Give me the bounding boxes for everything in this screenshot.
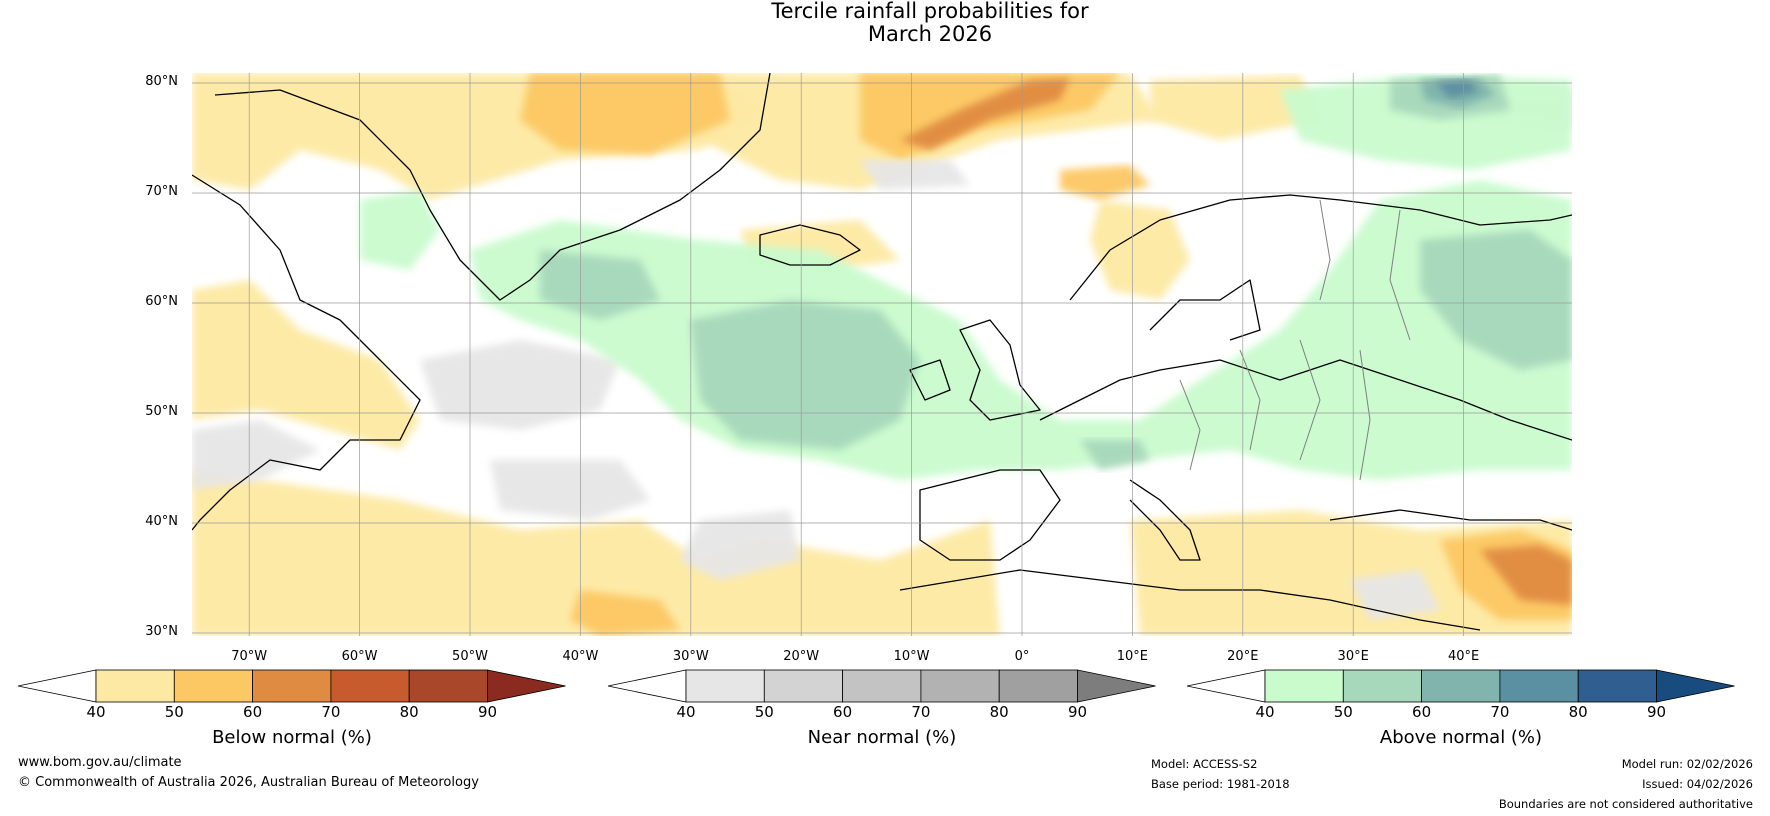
colorbar-segment — [1421, 669, 1501, 703]
longitude-label: 40°E — [1447, 649, 1480, 664]
latitude-label: 60°N — [145, 294, 178, 309]
model-run-date: Model run: 02/02/2026 — [1621, 757, 1753, 771]
colorbar-high-extend — [487, 669, 566, 703]
colorbar-title: Below normal (%) — [212, 727, 372, 748]
longitude-label: 0° — [1014, 649, 1030, 664]
colorbar-tick-label: 60 — [1412, 703, 1432, 721]
colorbar-tick-label: 80 — [1568, 703, 1588, 721]
colorbar — [607, 669, 1156, 703]
colorbar — [1186, 669, 1735, 703]
coastlines — [192, 73, 1572, 631]
colorbar-tick-label: 60 — [243, 703, 263, 721]
longitude-label: 60°W — [341, 649, 378, 664]
colorbar-tick-label: 40 — [1255, 703, 1275, 721]
colorbar-segment — [1577, 669, 1657, 703]
website-link[interactable]: www.bom.gov.au/climate — [18, 755, 182, 770]
longitude-label: 30°W — [672, 649, 709, 664]
map-field — [192, 73, 1572, 636]
colorbar-segment — [1499, 669, 1579, 703]
colorbar-high-extend — [1077, 669, 1156, 703]
colorbar-tick-label: 50 — [164, 703, 184, 721]
colorbar-low-extend — [1186, 669, 1266, 703]
colorbar-tick-label: 90 — [1646, 703, 1667, 721]
colorbar-tick-label: 80 — [399, 703, 419, 721]
colorbar-tick-label: 40 — [676, 703, 696, 721]
colorbar-tick-label: 90 — [1067, 703, 1088, 721]
colorbar-segment — [998, 669, 1078, 703]
map-title: Tercile rainfall probabilities for March… — [0, 0, 1770, 46]
latitude-label: 50°N — [145, 404, 178, 419]
colorbar-tick-label: 50 — [754, 703, 774, 721]
map-gridlines — [192, 73, 1572, 636]
boundaries-disclaimer: Boundaries are not considered authoritat… — [1498, 797, 1753, 811]
model-name: Model: ACCESS-S2 — [1151, 757, 1258, 771]
colorbar-segment — [252, 669, 332, 703]
colorbar — [17, 669, 566, 703]
longitude-label: 20°W — [783, 649, 820, 664]
longitude-label: 10°E — [1116, 649, 1149, 664]
colorbar-tick-label: 90 — [477, 703, 498, 721]
copyright-notice: © Commonwealth of Australia 2026, Austra… — [18, 775, 479, 790]
latitude-label: 30°N — [145, 624, 178, 639]
longitude-label: 30°E — [1337, 649, 1369, 664]
colorbar-tick-label: 80 — [989, 703, 1009, 721]
issued-date: Issued: 04/02/2026 — [1642, 777, 1753, 791]
colorbar-segment — [1342, 669, 1423, 703]
colorbar-segment — [842, 669, 922, 703]
latitude-label: 40°N — [145, 514, 178, 529]
title-line-1: Tercile rainfall probabilities for — [771, 0, 1089, 23]
colorbar-low-extend — [607, 669, 687, 703]
colorbar-segment — [173, 669, 254, 703]
latitude-label: 80°N — [145, 74, 178, 89]
colorbar-tick-label: 50 — [1333, 703, 1353, 721]
colorbar-low-extend — [17, 669, 97, 703]
colorbar-segment — [408, 669, 488, 703]
colorbar-segment — [763, 669, 843, 703]
colorbar-tick-label: 70 — [1490, 703, 1510, 721]
colorbar-segment — [95, 669, 175, 703]
longitude-label: 20°E — [1227, 649, 1259, 664]
longitude-label: 40°W — [562, 649, 599, 664]
title-line-2: March 2026 — [867, 22, 993, 46]
colorbar-segment — [685, 669, 765, 703]
colorbar-tick-label: 70 — [321, 703, 341, 721]
colorbar-title: Near normal (%) — [807, 727, 957, 748]
base-period: Base period: 1981-2018 — [1151, 777, 1290, 791]
colorbar-tick-label: 40 — [86, 703, 106, 721]
latitude-label: 70°N — [145, 184, 178, 199]
colorbar-segment — [920, 669, 1000, 703]
longitude-label: 70°W — [231, 649, 268, 664]
colorbar-segment — [1264, 669, 1344, 703]
colorbar-tick-label: 70 — [911, 703, 931, 721]
colorbar-tick-label: 60 — [833, 703, 853, 721]
longitude-label: 10°W — [893, 649, 930, 664]
colorbar-segment — [330, 669, 410, 703]
colorbar-high-extend — [1656, 669, 1735, 703]
longitude-label: 50°W — [452, 649, 488, 664]
colorbar-title: Above normal (%) — [1379, 727, 1543, 748]
